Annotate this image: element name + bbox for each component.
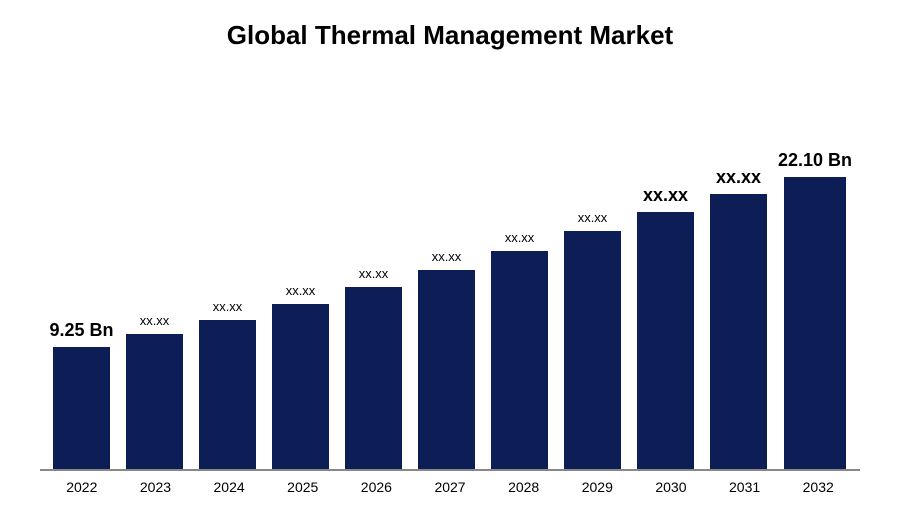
bar bbox=[53, 347, 110, 469]
bar bbox=[126, 334, 183, 469]
bar-value-label: xx.xx bbox=[505, 230, 535, 245]
chart-container: Global Thermal Management Market 9.25 Bn… bbox=[0, 0, 900, 525]
bar-group: xx.xx bbox=[632, 61, 699, 469]
bar-group: 9.25 Bn bbox=[48, 61, 115, 469]
bar bbox=[272, 304, 329, 469]
x-axis: 2022 2023 2024 2025 2026 2027 2028 2029 2030 2031… bbox=[40, 471, 860, 495]
x-tick-label: 2030 bbox=[637, 479, 705, 495]
bar-value-label: xx.xx bbox=[213, 299, 243, 314]
x-tick-label: 2022 bbox=[48, 479, 116, 495]
bar-value-label: xx.xx bbox=[286, 283, 316, 298]
bar-group: xx.xx bbox=[486, 61, 553, 469]
bar-group: 22.10 Bn bbox=[778, 61, 852, 469]
bar-value-label: xx.xx bbox=[716, 167, 761, 188]
x-tick-label: 2028 bbox=[490, 479, 558, 495]
bar bbox=[710, 194, 767, 469]
bar bbox=[637, 212, 694, 469]
x-tick-label: 2027 bbox=[416, 479, 484, 495]
bar-group: xx.xx bbox=[267, 61, 334, 469]
x-tick-label: 2024 bbox=[195, 479, 263, 495]
bar-value-label: xx.xx bbox=[432, 249, 462, 264]
x-tick-label: 2029 bbox=[563, 479, 631, 495]
bar-value-label: 9.25 Bn bbox=[49, 320, 113, 341]
bar bbox=[418, 270, 475, 469]
x-tick-label: 2023 bbox=[122, 479, 190, 495]
x-tick-label: 2032 bbox=[784, 479, 852, 495]
bar bbox=[491, 251, 548, 469]
bar-group: xx.xx bbox=[121, 61, 188, 469]
bar bbox=[564, 231, 621, 469]
bar-value-label: 22.10 Bn bbox=[778, 150, 852, 171]
bar-value-label: xx.xx bbox=[578, 210, 608, 225]
bar-value-label: xx.xx bbox=[140, 313, 170, 328]
chart-title: Global Thermal Management Market bbox=[40, 20, 860, 51]
bar-group: xx.xx bbox=[559, 61, 626, 469]
bar-group: xx.xx bbox=[705, 61, 772, 469]
bar-group: xx.xx bbox=[340, 61, 407, 469]
x-tick-label: 2031 bbox=[711, 479, 779, 495]
x-tick-label: 2025 bbox=[269, 479, 337, 495]
bar-value-label: xx.xx bbox=[643, 185, 688, 206]
x-tick-label: 2026 bbox=[343, 479, 411, 495]
bar bbox=[199, 320, 256, 469]
bar bbox=[345, 287, 402, 469]
bar-group: xx.xx bbox=[413, 61, 480, 469]
bar-value-label: xx.xx bbox=[359, 266, 389, 281]
bar-group: xx.xx bbox=[194, 61, 261, 469]
plot-area: 9.25 Bn xx.xx xx.xx xx.xx xx.xx xx.xx xx.xx xx.… bbox=[40, 61, 860, 471]
bar bbox=[784, 177, 847, 469]
